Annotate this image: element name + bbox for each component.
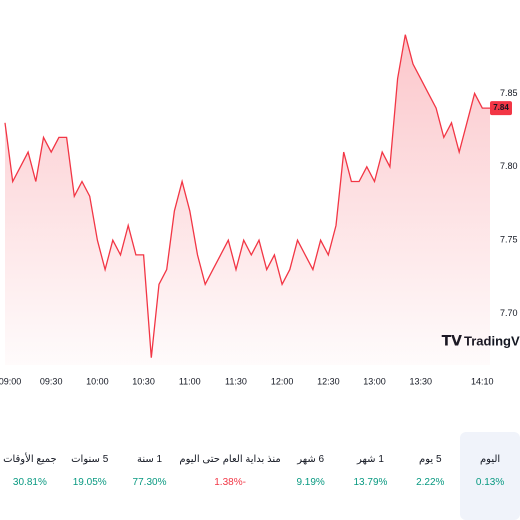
y-tick-label: 7.75: [500, 235, 518, 245]
chart: 𝗧𝗩 TradingView 7.707.757.807.8509:0009:3…: [0, 34, 520, 386]
area-fill: [5, 34, 490, 365]
x-tick-label: 11:00: [179, 376, 201, 386]
period-label: اليوم: [479, 454, 501, 465]
x-tick-label: 11:30: [225, 376, 247, 386]
period-label: 1 شهر: [357, 454, 384, 465]
period-change: 77.30%: [132, 477, 167, 488]
period-tab[interactable]: 5 سنوات 19.05%: [60, 432, 120, 520]
period-label: 5 سنوات: [71, 454, 109, 465]
last-price-label: 7.84: [493, 103, 509, 112]
x-tick-label: 13:30: [409, 376, 432, 386]
period-tab[interactable]: منذ بداية العام حتى اليوم 1.38%-: [179, 432, 280, 520]
x-tick-label: 10:00: [86, 376, 109, 386]
period-tabs: اليوم 0.13% 5 يوم 2.22% 1 شهر 13.79% 6 شهر 9.19…: [0, 432, 520, 520]
period-tab[interactable]: جميع الأوقات 30.81%: [0, 432, 60, 520]
period-change: 30.81%: [12, 477, 47, 488]
period-change: 9.19%: [296, 477, 325, 488]
period-label: 6 شهر: [297, 454, 325, 465]
period-change: 1.38%-: [214, 477, 246, 488]
last-price-box: [490, 101, 512, 116]
period-tab[interactable]: اليوم 0.13%: [460, 432, 520, 520]
period-tab[interactable]: 5 يوم 2.22%: [400, 432, 460, 520]
period-tab[interactable]: 1 سنة 77.30%: [120, 432, 180, 520]
y-tick-label: 7.70: [500, 308, 518, 318]
x-tick-label: 09:30: [40, 376, 63, 386]
price-line: [4, 34, 490, 358]
x-tick-label: 12:00: [271, 376, 294, 386]
x-tick-label: 14:10: [471, 376, 494, 386]
period-label: 1 سنة: [136, 454, 163, 465]
x-tick-label: 10:30: [132, 376, 155, 386]
period-label: منذ بداية العام حتى اليوم: [179, 454, 281, 465]
period-change: 13.79%: [353, 477, 388, 488]
y-tick-label: 7.80: [500, 161, 518, 171]
x-tick-label: 12:30: [317, 376, 340, 386]
period-change: 2.22%: [416, 477, 445, 488]
period-tab[interactable]: 1 شهر 13.79%: [341, 432, 401, 520]
period-change: 0.13%: [475, 477, 505, 488]
y-tick-label: 7.85: [500, 88, 518, 98]
period-label: 5 يوم: [419, 454, 442, 465]
x-tick-label: 09:00: [0, 376, 21, 386]
period-change: 19.05%: [72, 477, 107, 488]
x-tick-label: 13:00: [363, 376, 386, 386]
period-label: جميع الأوقات: [3, 454, 57, 465]
period-tab[interactable]: 6 شهر 9.19%: [281, 432, 341, 520]
